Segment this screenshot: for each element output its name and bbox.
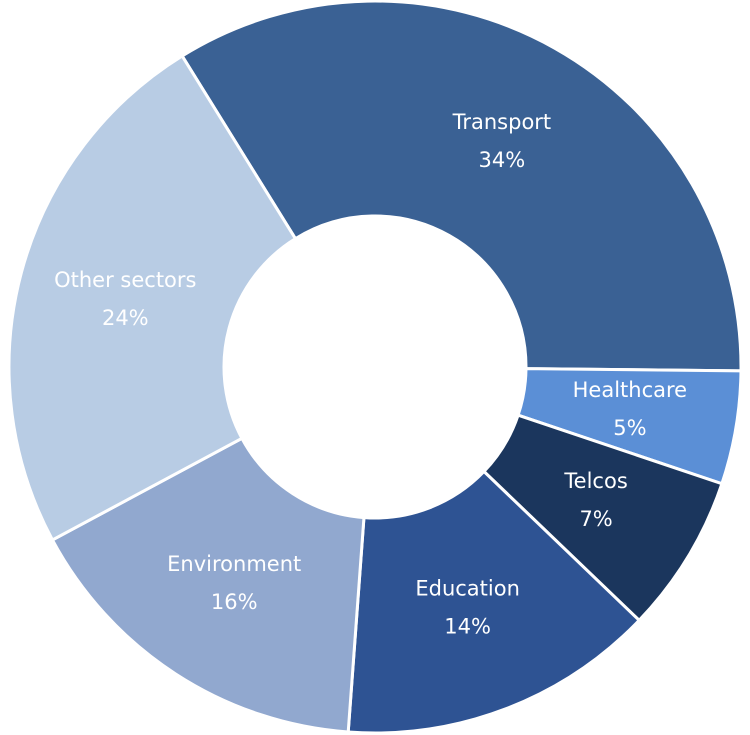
donut-slice <box>180 0 743 373</box>
slice-label: Other sectors <box>54 268 196 292</box>
slice-value-label: 16% <box>211 590 258 614</box>
slice-value-label: 34% <box>479 148 526 172</box>
slice-label: Transport <box>452 110 552 134</box>
slice-value-label: 7% <box>579 507 612 531</box>
slice-label: Telcos <box>563 469 627 493</box>
donut-slice <box>50 436 366 734</box>
slice-value-label: 14% <box>444 614 491 638</box>
donut-slice <box>7 53 298 542</box>
slice-label: Healthcare <box>573 378 687 402</box>
slice-label: Education <box>415 576 520 600</box>
slice-label: Environment <box>167 552 301 576</box>
slice-value-label: 5% <box>613 416 646 440</box>
donut-slice <box>346 469 642 735</box>
slice-value-label: 24% <box>102 306 149 330</box>
